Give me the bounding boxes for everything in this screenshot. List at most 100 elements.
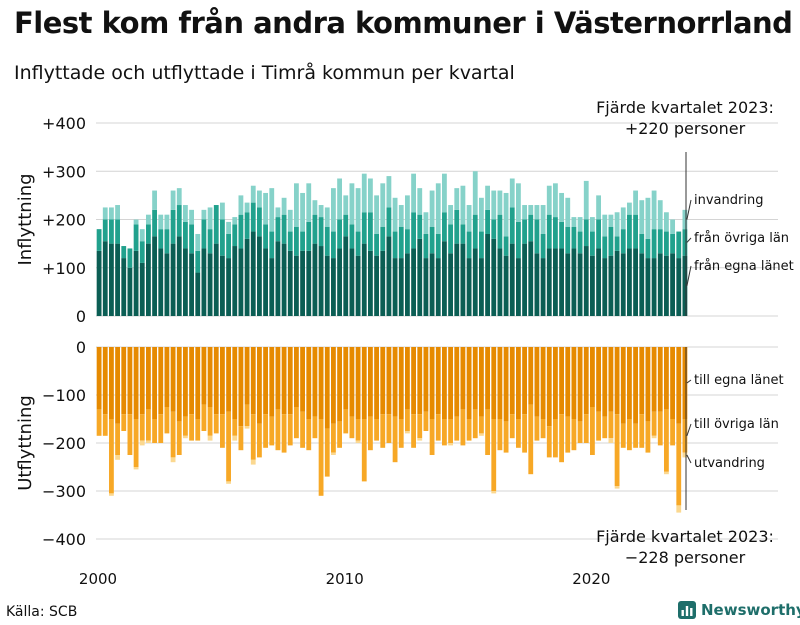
- bar-segment: [577, 217, 583, 232]
- bar-segment: [257, 207, 262, 237]
- bar-segment: [528, 214, 534, 242]
- bar-segment: [442, 347, 447, 419]
- bar-segment: [170, 209, 176, 244]
- bar-segment: [158, 214, 164, 230]
- bar-segment: [516, 183, 521, 222]
- bar-segment: [133, 347, 139, 419]
- bar-segment: [380, 347, 386, 415]
- bar-segment: [368, 347, 373, 417]
- bar-segment: [534, 219, 540, 254]
- bar-segment: [115, 205, 120, 220]
- bar-segment: [250, 459, 256, 465]
- bar-segment: [306, 221, 312, 251]
- bar-segment: [269, 231, 275, 259]
- bar-segment: [460, 185, 466, 225]
- bar-segment: [479, 258, 484, 316]
- bar-segment: [590, 255, 595, 316]
- bar-segment: [349, 224, 355, 249]
- bar-segment: [189, 224, 194, 254]
- bar-segment: [300, 347, 305, 412]
- bar-segment: [250, 347, 256, 415]
- bar-segment: [207, 347, 213, 407]
- bar-segment: [152, 236, 157, 316]
- bar-segment: [139, 347, 145, 415]
- bar-segment: [368, 178, 373, 213]
- bar-segment: [318, 217, 324, 247]
- y-tick-label: −100: [42, 386, 86, 405]
- bar-segment: [244, 212, 250, 239]
- bar-segment: [189, 414, 194, 441]
- bar-segment: [645, 347, 651, 422]
- bar-segment: [287, 209, 293, 232]
- bar-segment: [682, 209, 688, 230]
- bar-segment: [577, 231, 583, 254]
- bar-segment: [442, 212, 447, 242]
- bar-segment: [368, 212, 373, 251]
- bar-segment: [448, 205, 453, 225]
- bar-segment: [664, 347, 669, 410]
- bar-segment: [176, 347, 182, 422]
- bar-segment: [300, 231, 305, 251]
- bar-segment: [657, 200, 663, 230]
- bar-segment: [201, 209, 207, 220]
- annotation-line2: −228 personer: [625, 548, 746, 567]
- bar-segment: [152, 190, 157, 210]
- bar-segment: [238, 195, 244, 215]
- series-leader-line: [686, 237, 692, 243]
- bar-segment: [294, 407, 299, 439]
- y-tick-label: 0: [76, 307, 86, 326]
- bar-segment: [670, 347, 675, 419]
- bar-segment: [164, 347, 170, 407]
- bar-segment: [294, 347, 299, 407]
- x-tick-label: 2010: [326, 570, 364, 588]
- bar-segment: [232, 435, 238, 441]
- bar-segment: [115, 423, 120, 455]
- bar-segment: [633, 423, 638, 448]
- bar-segment: [577, 347, 583, 422]
- bar-segment: [491, 491, 497, 494]
- bar-segment: [614, 236, 620, 251]
- bar-segment: [189, 347, 194, 415]
- y-tick-label: +200: [42, 211, 86, 230]
- y-tick-label: −400: [42, 530, 86, 549]
- bar-segment: [232, 246, 238, 316]
- bar-segment: [183, 435, 188, 439]
- bar-segment: [337, 347, 342, 422]
- bar-segment: [386, 207, 392, 237]
- bar-segment: [183, 221, 188, 249]
- bar-segment: [448, 253, 453, 317]
- bar-segment: [195, 347, 201, 419]
- bar-segment: [226, 481, 231, 484]
- bar-segment: [522, 243, 527, 317]
- bar-segment: [479, 416, 484, 434]
- bar-segment: [528, 347, 534, 405]
- bar-segment: [109, 347, 114, 419]
- bar-segment: [127, 414, 133, 455]
- bar-segment: [664, 255, 669, 316]
- bar-segment: [312, 200, 318, 215]
- x-tick-label: 2020: [572, 570, 610, 588]
- bar-segment: [170, 457, 176, 463]
- bar-segment: [497, 190, 503, 215]
- series-leader-line: [686, 423, 692, 436]
- bar-segment: [96, 229, 102, 251]
- bar-segment: [583, 219, 589, 247]
- bar-segment: [509, 178, 515, 208]
- bar-segment: [257, 190, 262, 208]
- bar-segment: [275, 347, 281, 410]
- bar-segment: [676, 347, 682, 424]
- bar-segment: [232, 419, 238, 436]
- bar-segment: [257, 347, 262, 424]
- bar-segment: [528, 404, 534, 475]
- bar-segment: [596, 347, 601, 412]
- bar-segment: [583, 414, 589, 443]
- bar-segment: [435, 414, 441, 441]
- bar-segment: [657, 253, 663, 317]
- bar-segment: [565, 416, 571, 453]
- bar-segment: [201, 347, 207, 405]
- bar-segment: [534, 253, 540, 317]
- bar-segment: [405, 229, 410, 254]
- bar-segment: [392, 197, 398, 232]
- bar-segment: [109, 207, 114, 220]
- bar-segment: [651, 258, 657, 316]
